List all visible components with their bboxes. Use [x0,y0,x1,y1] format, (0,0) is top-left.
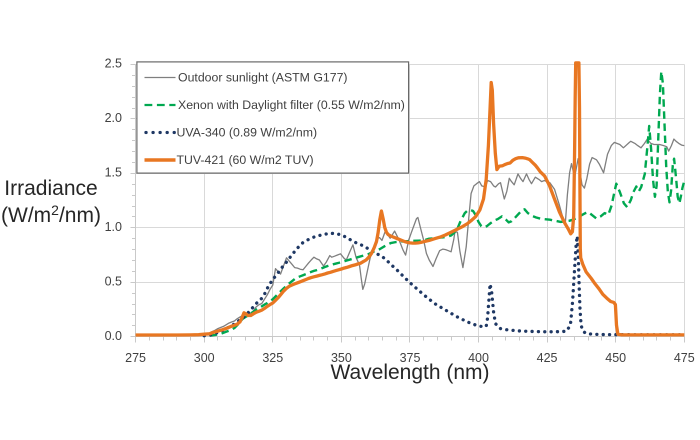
svg-text:275: 275 [125,351,146,365]
svg-text:475: 475 [674,351,695,365]
svg-text:TUV-421 (60 W/m2 TUV): TUV-421 (60 W/m2 TUV) [177,153,314,167]
svg-text:450: 450 [605,351,626,365]
svg-text:400: 400 [468,351,489,365]
svg-text:425: 425 [537,351,558,365]
svg-text:375: 375 [400,351,421,365]
svg-text:Irradiance: Irradiance [4,177,97,200]
svg-text:Wavelength (nm): Wavelength (nm) [330,361,489,384]
svg-text:(W/m2/nm): (W/m2/nm) [1,202,101,227]
svg-text:1.0: 1.0 [105,220,122,234]
svg-text:2.5: 2.5 [105,57,122,71]
svg-text:Outdoor sunlight (ASTM G177): Outdoor sunlight (ASTM G177) [178,71,348,85]
svg-text:2.0: 2.0 [105,111,122,125]
svg-text:325: 325 [262,351,283,365]
svg-text:350: 350 [331,351,352,365]
svg-text:1.5: 1.5 [105,165,122,179]
svg-text:Xenon with Daylight filter (0.: Xenon with Daylight filter (0.55 W/m2/nm… [178,98,405,112]
svg-text:300: 300 [194,351,215,365]
svg-text:UVA-340 (0.89 W/m2/nm): UVA-340 (0.89 W/m2/nm) [177,126,318,140]
svg-text:0.5: 0.5 [105,274,122,288]
svg-text:0.0: 0.0 [105,329,122,343]
